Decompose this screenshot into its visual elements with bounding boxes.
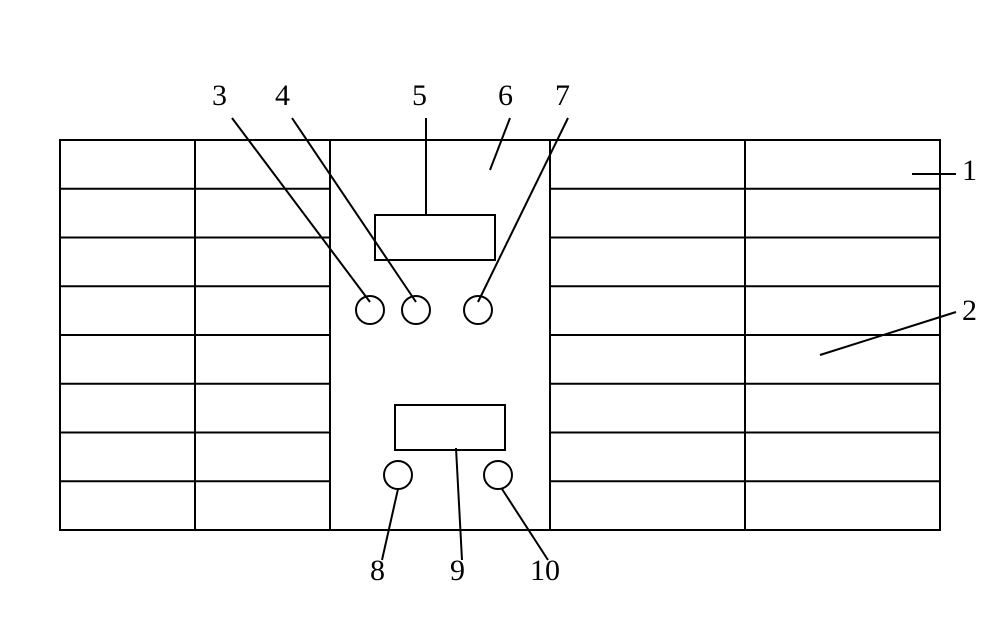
top-display xyxy=(375,215,495,260)
center-panel xyxy=(330,140,550,530)
callout-8: 8 xyxy=(370,489,398,587)
left-locker-grid xyxy=(60,140,330,530)
callout-2: 2 xyxy=(820,294,977,355)
button-row2-2 xyxy=(484,461,512,489)
callout-10: 10 xyxy=(502,489,560,587)
bottom-display xyxy=(395,405,505,450)
callout-label-7: 7 xyxy=(555,79,570,112)
callout-label-10: 10 xyxy=(530,554,560,587)
callout-5: 5 xyxy=(412,79,427,215)
engineering-diagram: 3 4 5 6 7 1 2 8 9 10 xyxy=(0,0,1000,618)
callout-label-2: 2 xyxy=(962,294,977,327)
callout-1: 1 xyxy=(912,154,977,187)
callout-label-4: 4 xyxy=(275,79,290,112)
callout-9: 9 xyxy=(450,448,465,587)
button-row1-2 xyxy=(402,296,430,324)
callout-3: 3 xyxy=(212,79,370,302)
callout-label-5: 5 xyxy=(412,79,427,112)
callout-label-6: 6 xyxy=(498,79,513,112)
callout-label-9: 9 xyxy=(450,554,465,587)
callout-6: 6 xyxy=(490,79,513,170)
callout-7: 7 xyxy=(478,79,570,302)
callout-label-1: 1 xyxy=(962,154,977,187)
button-row2-1 xyxy=(384,461,412,489)
button-row1-1 xyxy=(356,296,384,324)
callout-label-3: 3 xyxy=(212,79,227,112)
callout-label-8: 8 xyxy=(370,554,385,587)
